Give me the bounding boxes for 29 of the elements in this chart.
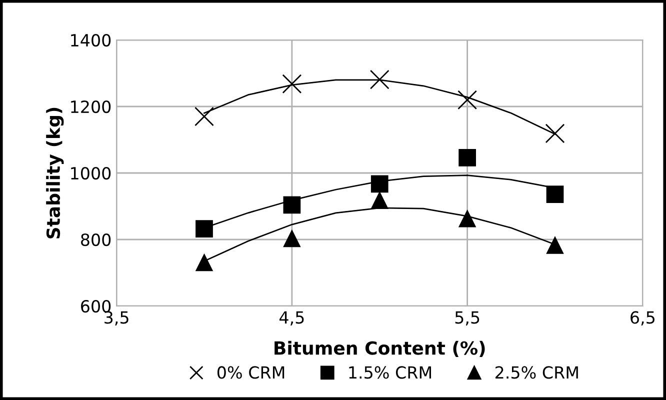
point <box>370 175 388 193</box>
x-tick-label: 6,5 <box>630 311 654 326</box>
point <box>546 236 564 254</box>
point <box>283 196 301 214</box>
legend-label: 0% CRM <box>217 366 284 379</box>
y-tick-label: 600 <box>81 300 111 313</box>
point <box>370 70 390 90</box>
legend-label: 1.5% CRM <box>349 366 431 379</box>
y-tick-label: 1200 <box>71 100 111 114</box>
point <box>545 124 565 144</box>
y-axis-title: Stability (kg) <box>46 108 64 238</box>
point <box>282 74 302 94</box>
x-tick-label: 3,5 <box>104 311 128 326</box>
point <box>283 230 301 248</box>
y-tick-label: 1000 <box>71 166 111 180</box>
x-tick-label: 5,5 <box>455 311 480 326</box>
point <box>458 90 478 110</box>
x-axis-title: Bitumen Content (%) <box>274 340 485 357</box>
point <box>194 106 214 126</box>
point <box>370 192 388 209</box>
point <box>458 210 476 228</box>
point <box>458 149 476 166</box>
point <box>196 220 213 238</box>
point <box>196 254 213 272</box>
x-tick-label: 4,5 <box>279 311 304 326</box>
y-tick-label: 800 <box>81 233 111 246</box>
point <box>546 186 564 203</box>
legend-label: 2.5% CRM <box>496 366 578 379</box>
y-tick-label: 1400 <box>71 34 111 47</box>
